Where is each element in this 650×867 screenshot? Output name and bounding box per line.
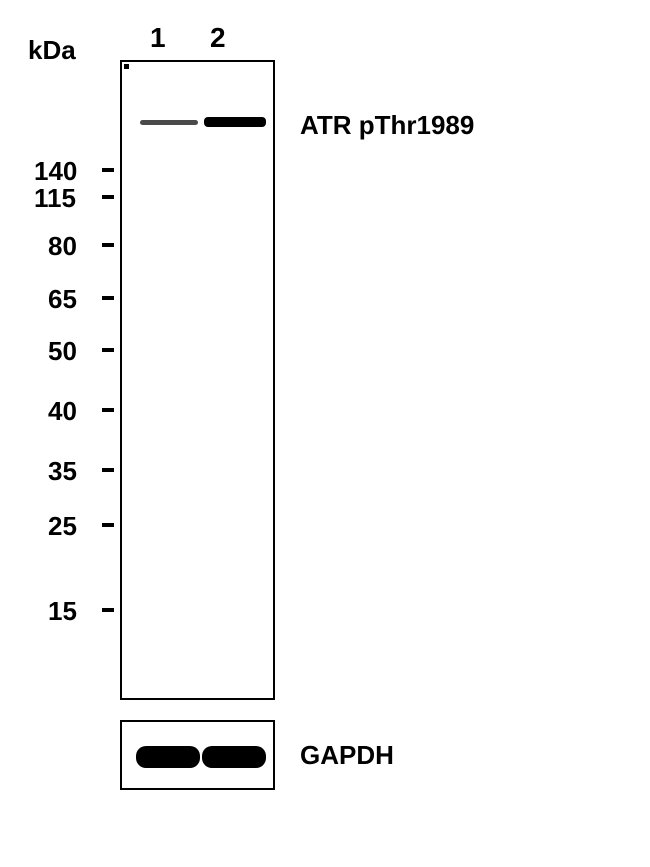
main-blot-frame: [120, 60, 275, 700]
mw-marker-tick: [102, 243, 114, 247]
mw-marker-label: 35: [48, 456, 77, 487]
mw-marker-label: 115: [34, 183, 76, 214]
mw-marker-tick: [102, 296, 114, 300]
mw-marker-label: 80: [48, 231, 77, 262]
figure-stage: kDa 1 2 ATR pThr1989 1401158065504035251…: [0, 0, 650, 867]
mw-marker-label: 40: [48, 396, 77, 427]
mw-marker-label: 15: [48, 596, 77, 627]
mw-marker-tick: [102, 408, 114, 412]
mw-marker-label: 50: [48, 336, 77, 367]
kda-axis-label: kDa: [28, 35, 76, 66]
mw-marker-tick: [102, 468, 114, 472]
mw-marker-tick: [102, 348, 114, 352]
loading-blot-band-lane1: [136, 746, 200, 768]
mw-marker-tick: [102, 195, 114, 199]
main-blot-band-lane2: [204, 117, 266, 127]
loading-blot-frame: [120, 720, 275, 790]
mw-marker-label: 25: [48, 511, 77, 542]
blot-artifact-dot: [124, 64, 129, 69]
loading-blot-target-label: GAPDH: [300, 740, 394, 771]
mw-marker-tick: [102, 523, 114, 527]
lane-label-2: 2: [210, 22, 226, 54]
main-blot-target-label: ATR pThr1989: [300, 110, 474, 141]
mw-marker-tick: [102, 608, 114, 612]
mw-marker-label: 65: [48, 284, 77, 315]
loading-blot-band-lane2: [202, 746, 266, 768]
mw-marker-tick: [102, 168, 114, 172]
main-blot-band-lane1: [140, 120, 198, 125]
lane-label-1: 1: [150, 22, 166, 54]
